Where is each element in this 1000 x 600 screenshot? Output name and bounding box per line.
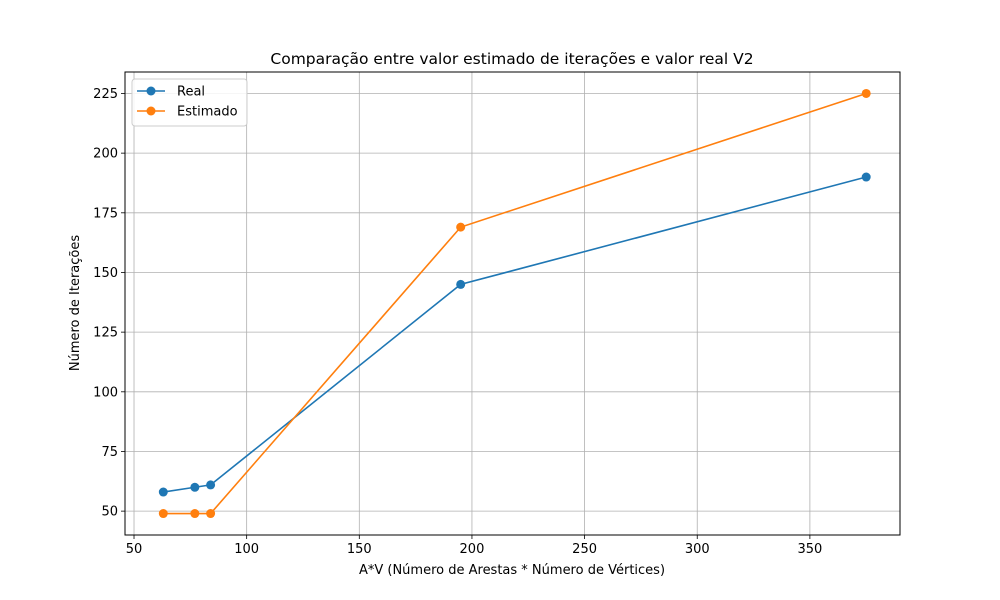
legend-label: Estimado bbox=[177, 105, 238, 120]
legend: Real Estimado bbox=[131, 78, 248, 127]
y-tick-label: 200 bbox=[93, 147, 118, 162]
legend-item: Estimado bbox=[137, 105, 238, 120]
y-tick-label: 75 bbox=[101, 445, 118, 460]
x-tick-label: 200 bbox=[460, 542, 485, 557]
x-tick-label: 150 bbox=[347, 542, 372, 557]
x-tick-label: 300 bbox=[685, 542, 710, 557]
x-tick-label: 50 bbox=[126, 542, 143, 557]
data-point bbox=[206, 480, 216, 490]
data-point bbox=[158, 509, 168, 519]
legend-marker bbox=[146, 106, 156, 116]
y-tick-label: 50 bbox=[101, 505, 118, 520]
data-point bbox=[861, 172, 871, 182]
x-tick-label: 350 bbox=[797, 542, 822, 557]
y-axis-label: Número de Iterações bbox=[68, 235, 83, 371]
y-tick-label: 150 bbox=[93, 266, 118, 281]
legend-label: Real bbox=[177, 85, 205, 100]
data-point bbox=[456, 279, 466, 289]
data-point bbox=[206, 509, 216, 519]
y-tick-label: 175 bbox=[93, 206, 118, 221]
legend-marker bbox=[146, 86, 156, 96]
x-tick-label: 100 bbox=[234, 542, 259, 557]
series-layer bbox=[158, 88, 871, 519]
series-real bbox=[158, 172, 871, 497]
data-point bbox=[861, 88, 871, 98]
plot-frame bbox=[124, 71, 901, 536]
grid bbox=[125, 72, 900, 535]
series-estimado bbox=[158, 88, 871, 519]
data-point bbox=[158, 487, 168, 497]
data-point bbox=[190, 509, 200, 519]
y-tick-label: 125 bbox=[93, 326, 118, 341]
x-tick-label: 250 bbox=[572, 542, 597, 557]
chart-title: Comparação entre valor estimado de itera… bbox=[270, 50, 753, 68]
y-axis: 50 75 100 125 150 175 200 225 bbox=[93, 87, 125, 520]
y-tick-label: 100 bbox=[93, 385, 118, 400]
data-point bbox=[456, 222, 466, 232]
x-axis: 50 100 150 200 250 300 350 bbox=[126, 535, 822, 557]
y-tick-label: 225 bbox=[93, 87, 118, 102]
legend-item: Real bbox=[137, 85, 205, 100]
x-axis-label: A*V (Número de Arestas * Número de Vérti… bbox=[359, 563, 665, 578]
data-point bbox=[190, 482, 200, 492]
